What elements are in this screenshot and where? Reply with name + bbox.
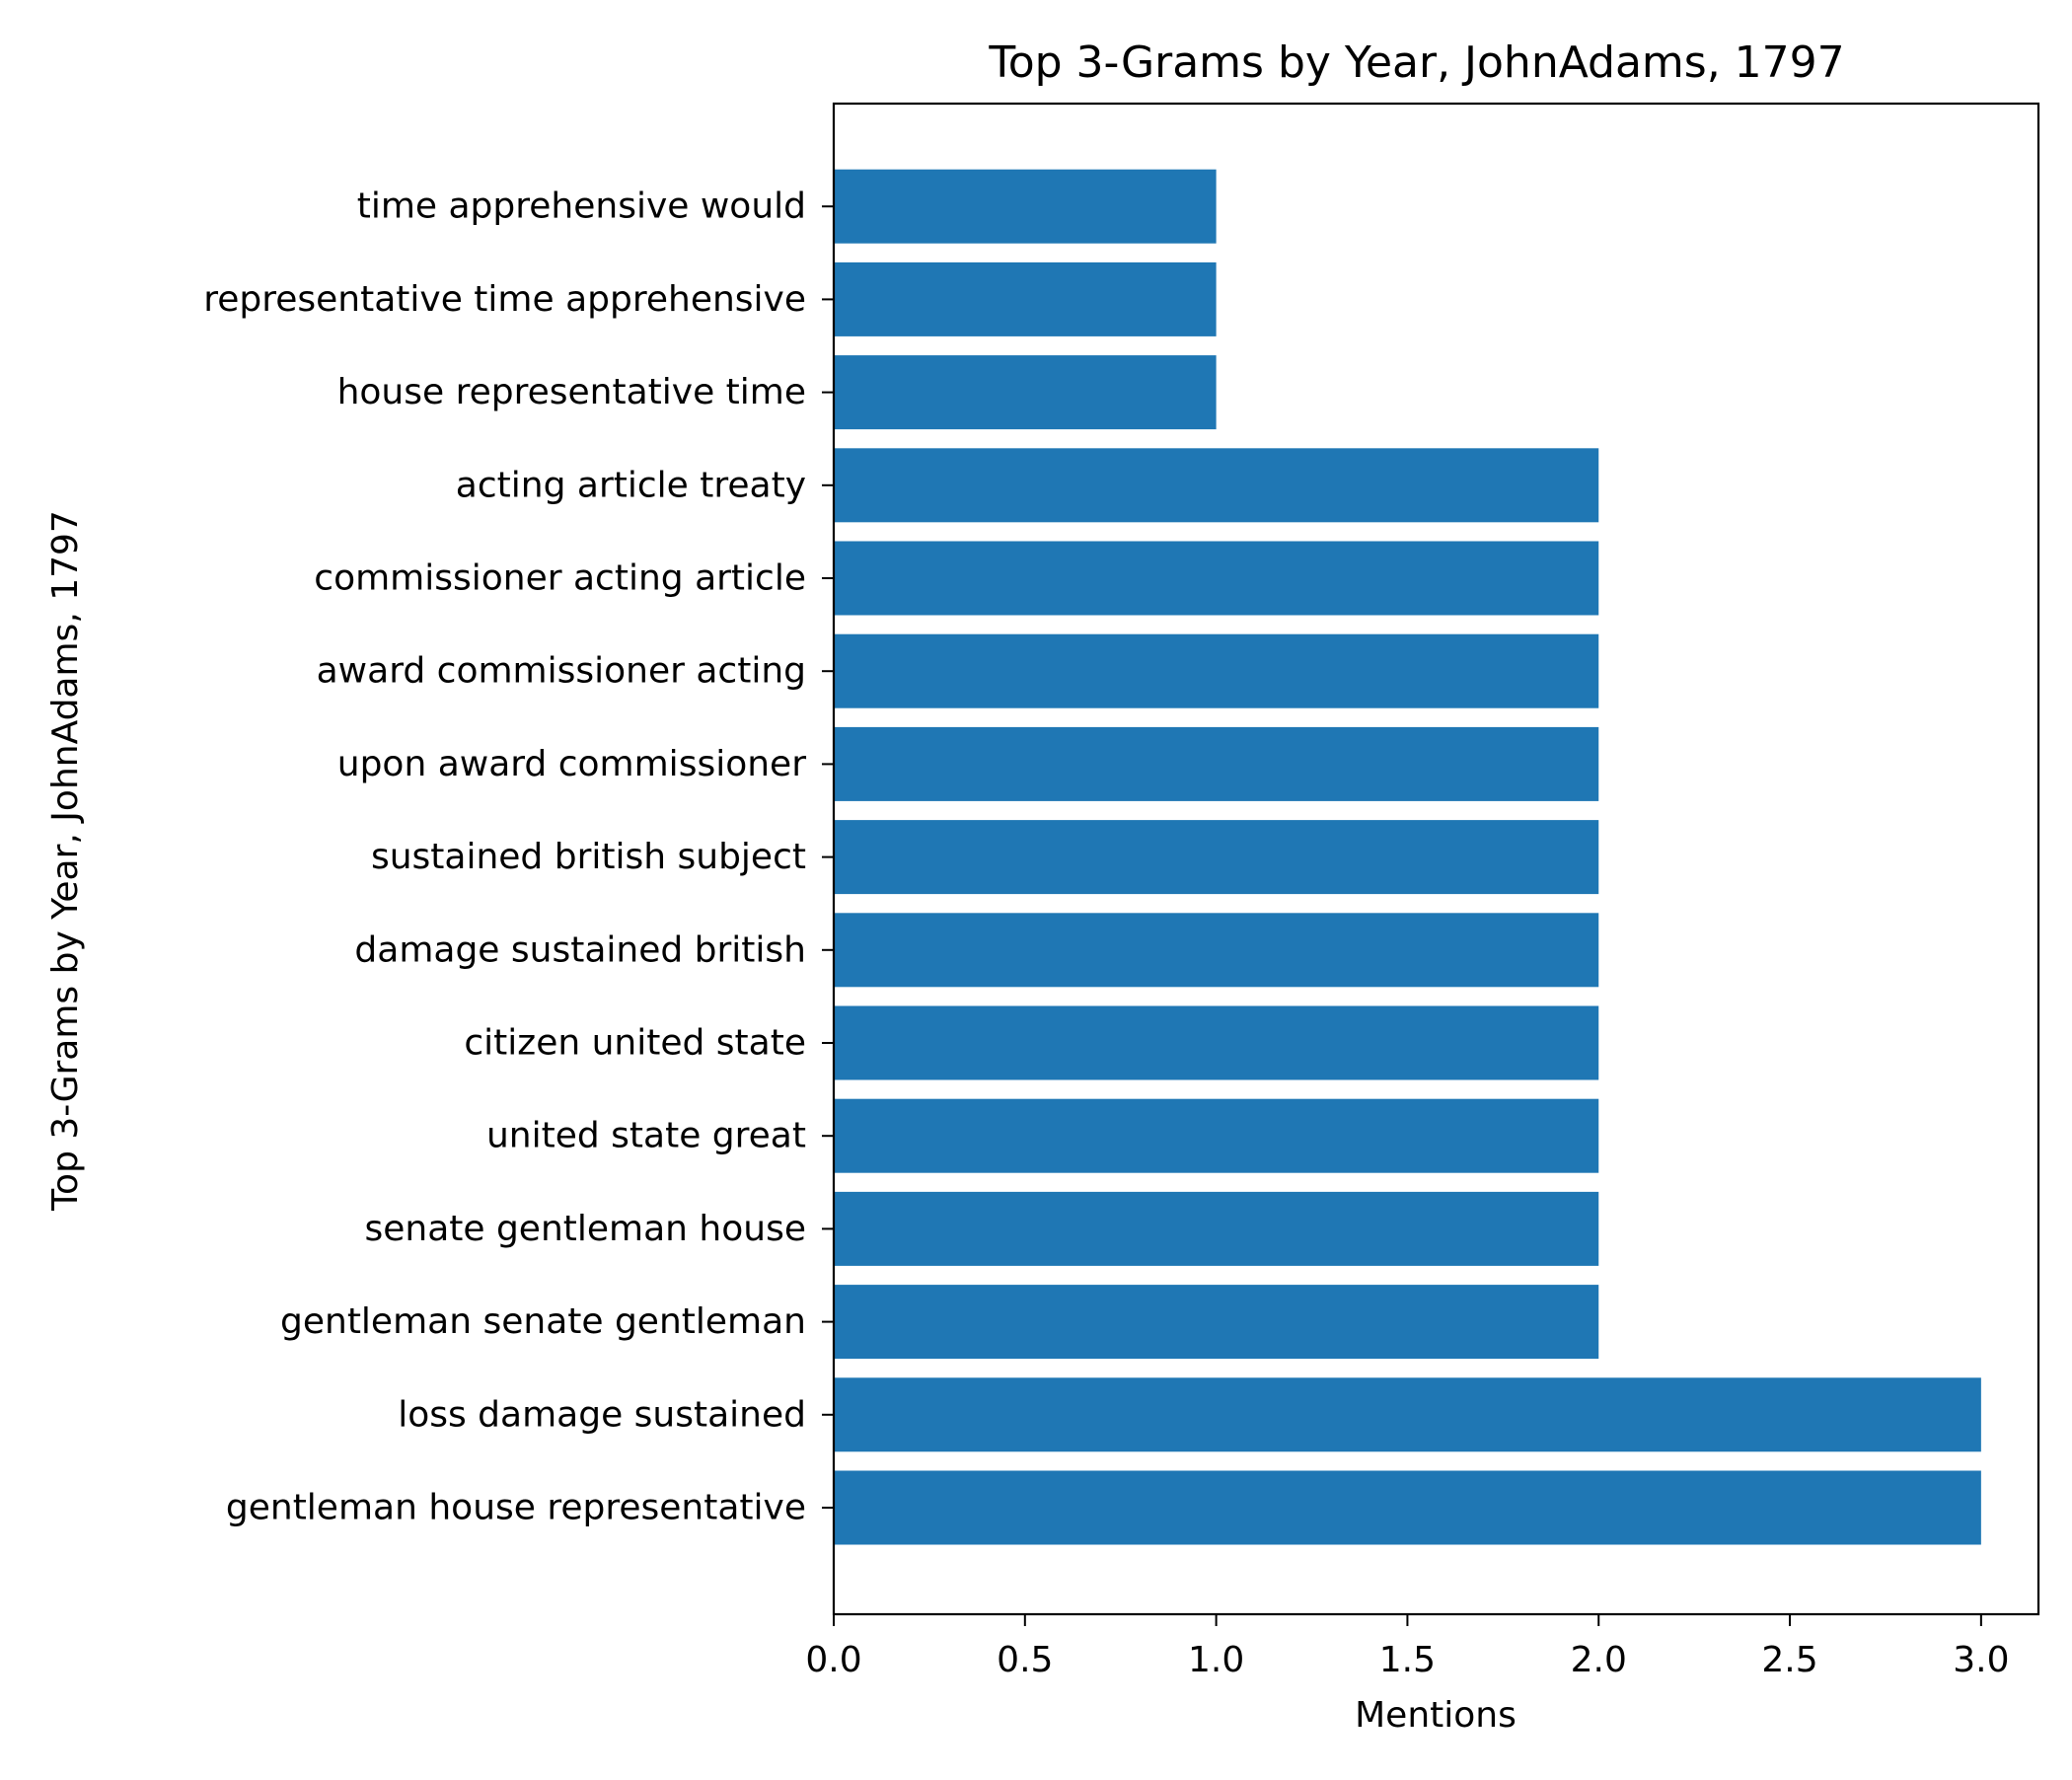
y-tick-label: representative time apprehensive xyxy=(203,279,806,320)
y-tick-label: gentleman senate gentleman xyxy=(280,1301,806,1342)
bar xyxy=(834,1285,1599,1360)
bar xyxy=(834,1098,1599,1173)
y-axis-ticks: gentleman house representative loss damag… xyxy=(203,186,834,1528)
x-tick-label: 0.0 xyxy=(805,1640,861,1680)
y-axis-label: Top 3-Grams by Year, JohnAdams, 1797 xyxy=(45,510,86,1212)
y-tick-label: sustained british subject xyxy=(371,837,806,877)
x-tick-label: 1.0 xyxy=(1188,1640,1244,1680)
bar xyxy=(834,1377,1981,1452)
y-tick-label: house representative time xyxy=(337,372,806,412)
chart-title: Top 3-Grams by Year, JohnAdams, 1797 xyxy=(988,37,1844,88)
bar xyxy=(834,820,1599,895)
y-tick-label: damage sustained british xyxy=(354,929,806,970)
x-tick-label: 2.0 xyxy=(1571,1640,1627,1680)
y-tick-label: loss damage sustained xyxy=(398,1394,806,1435)
x-tick-label: 2.5 xyxy=(1761,1640,1817,1680)
y-tick-label: acting article treaty xyxy=(456,465,806,505)
y-tick-label: united state great xyxy=(486,1116,806,1156)
plot-area-frame xyxy=(832,102,2040,1616)
y-tick-label: commissioner acting article xyxy=(314,558,806,599)
y-tick-label: senate gentleman house xyxy=(364,1209,806,1249)
bar xyxy=(834,261,1217,336)
bar xyxy=(834,1470,1981,1545)
bar xyxy=(834,913,1599,988)
x-tick-label: 1.5 xyxy=(1379,1640,1436,1680)
y-tick-label: gentleman house representative xyxy=(226,1488,806,1528)
x-tick-label: 3.0 xyxy=(1953,1640,2009,1680)
bar xyxy=(834,1191,1599,1266)
x-axis-label: Mentions xyxy=(1355,1695,1517,1736)
y-tick-label: upon award commissioner xyxy=(337,744,806,784)
bar xyxy=(834,448,1599,523)
bar xyxy=(834,169,1217,244)
bar xyxy=(834,541,1599,616)
y-tick-label: citizen united state xyxy=(464,1023,806,1064)
bar xyxy=(834,633,1599,708)
x-axis-ticks: 0.0 0.5 1.0 1.5 2.0 2.5 3.0 xyxy=(805,1614,2009,1680)
bars-group xyxy=(834,169,1981,1545)
y-tick-label: award commissioner acting xyxy=(317,651,806,692)
bar xyxy=(834,1005,1599,1080)
bar xyxy=(834,355,1217,430)
bar xyxy=(834,726,1599,801)
x-tick-label: 0.5 xyxy=(997,1640,1053,1680)
y-tick-label: time apprehensive would xyxy=(357,186,806,227)
